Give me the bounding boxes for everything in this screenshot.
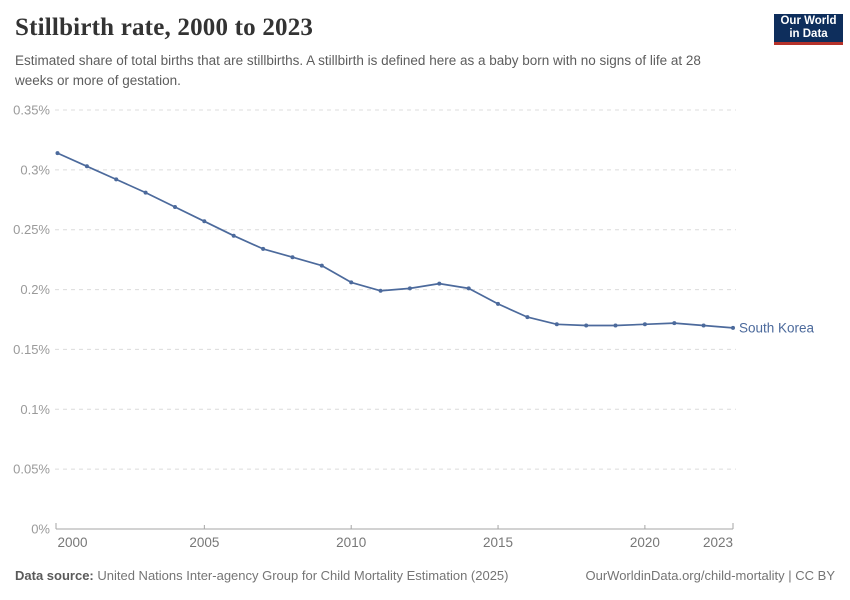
data-point-2003[interactable] xyxy=(143,190,148,195)
chart-subtitle: Estimated share of total births that are… xyxy=(15,53,701,89)
data-point-2001[interactable] xyxy=(84,164,89,169)
data-point-2007[interactable] xyxy=(261,246,266,251)
series-entity-label[interactable]: South Korea xyxy=(739,320,815,335)
data-point-2005[interactable] xyxy=(202,219,207,224)
series-line-south-korea xyxy=(56,152,734,329)
data-point-2017[interactable] xyxy=(554,322,559,327)
data-point-2021[interactable] xyxy=(672,321,677,326)
data-point-2010[interactable] xyxy=(349,280,354,285)
y-axis-tick-label: 0.15% xyxy=(13,342,50,357)
data-point-2014[interactable] xyxy=(466,286,471,291)
data-point-2016[interactable] xyxy=(525,315,530,320)
data-point-2011[interactable] xyxy=(378,288,383,293)
data-source: Data source: United Nations Inter-agency… xyxy=(15,568,509,583)
x-axis-tick-label: 2000 xyxy=(58,535,88,550)
y-axis-tick-label: 0% xyxy=(31,522,50,537)
data-point-2019[interactable] xyxy=(613,323,618,328)
data-point-2008[interactable] xyxy=(290,255,295,260)
data-source-label: Data source: xyxy=(15,568,94,583)
y-axis-tick-label: 0.25% xyxy=(13,222,50,237)
data-point-2020[interactable] xyxy=(642,322,647,327)
data-point-2004[interactable] xyxy=(173,205,177,209)
license-link[interactable]: OurWorldinData.org/child-mortality | CC … xyxy=(585,568,836,583)
y-axis-tick-label: 0.35% xyxy=(13,103,50,118)
x-axis-tick-label: 2020 xyxy=(630,535,660,550)
owid-logo-line2: in Data xyxy=(789,28,828,40)
data-point-2018[interactable] xyxy=(584,323,589,328)
y-axis-tick-label: 0.05% xyxy=(13,462,50,477)
data-point-2013[interactable] xyxy=(437,281,442,286)
x-axis-tick-label: 2023 xyxy=(703,535,733,550)
x-axis-tick-label: 2010 xyxy=(336,535,366,550)
owid-logo[interactable]: Our World in Data xyxy=(774,14,843,45)
data-point-2012[interactable] xyxy=(407,286,412,291)
data-point-2006[interactable] xyxy=(231,233,236,238)
data-point-2023[interactable] xyxy=(731,325,735,330)
owid-logo-line1: Our World xyxy=(780,15,837,27)
y-axis-tick-label: 0.1% xyxy=(20,402,50,417)
data-source-text: United Nations Inter-agency Group for Ch… xyxy=(93,568,509,583)
page-title: Stillbirth rate, 2000 to 2023 xyxy=(15,14,314,41)
data-point-2000[interactable] xyxy=(55,151,60,156)
data-point-2002[interactable] xyxy=(114,177,119,182)
x-axis-tick-label: 2015 xyxy=(483,535,513,550)
data-point-2009[interactable] xyxy=(319,263,324,268)
chart-footer: Data source: United Nations Inter-agency… xyxy=(15,568,835,583)
y-axis-tick-label: 0.2% xyxy=(20,282,50,297)
data-point-2015[interactable] xyxy=(496,301,500,306)
data-point-2022[interactable] xyxy=(701,323,706,328)
x-axis-tick-label: 2005 xyxy=(189,535,219,550)
y-axis-tick-label: 0.3% xyxy=(20,162,50,177)
line-chart[interactable]: 0% 0.05% 0.1% 0.15% 0.2% 0.25% 0.3% 0.35% 2000 20… xyxy=(0,100,850,560)
